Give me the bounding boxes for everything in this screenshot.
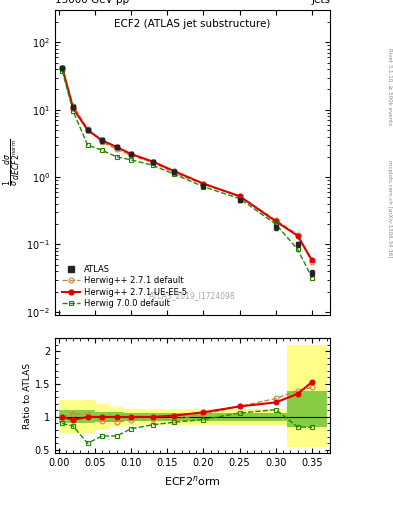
X-axis label: ECF2$^{n}$orm: ECF2$^{n}$orm xyxy=(164,474,221,487)
Y-axis label: $\frac{1}{\sigma}\frac{d\sigma}{dECF2^{norm}}$: $\frac{1}{\sigma}\frac{d\sigma}{dECF2^{n… xyxy=(1,139,24,186)
Text: ECF2 (ATLAS jet substructure): ECF2 (ATLAS jet substructure) xyxy=(114,19,271,29)
Text: 13000 GeV pp: 13000 GeV pp xyxy=(55,0,129,5)
Text: mcplots.cern.ch [arXiv:1306.34 36]: mcplots.cern.ch [arXiv:1306.34 36] xyxy=(387,160,392,257)
Text: Rivet 3.1.10, ≥ 500k events: Rivet 3.1.10, ≥ 500k events xyxy=(387,48,392,125)
Y-axis label: Ratio to ATLAS: Ratio to ATLAS xyxy=(23,362,32,429)
Text: Jets: Jets xyxy=(311,0,330,5)
Text: ATLAS_2019_I1724098: ATLAS_2019_I1724098 xyxy=(149,291,236,300)
Legend: ATLAS, Herwig++ 2.7.1 default, Herwig++ 2.7.1 UE-EE-5, Herwig 7.0.0 default: ATLAS, Herwig++ 2.7.1 default, Herwig++ … xyxy=(59,262,190,311)
